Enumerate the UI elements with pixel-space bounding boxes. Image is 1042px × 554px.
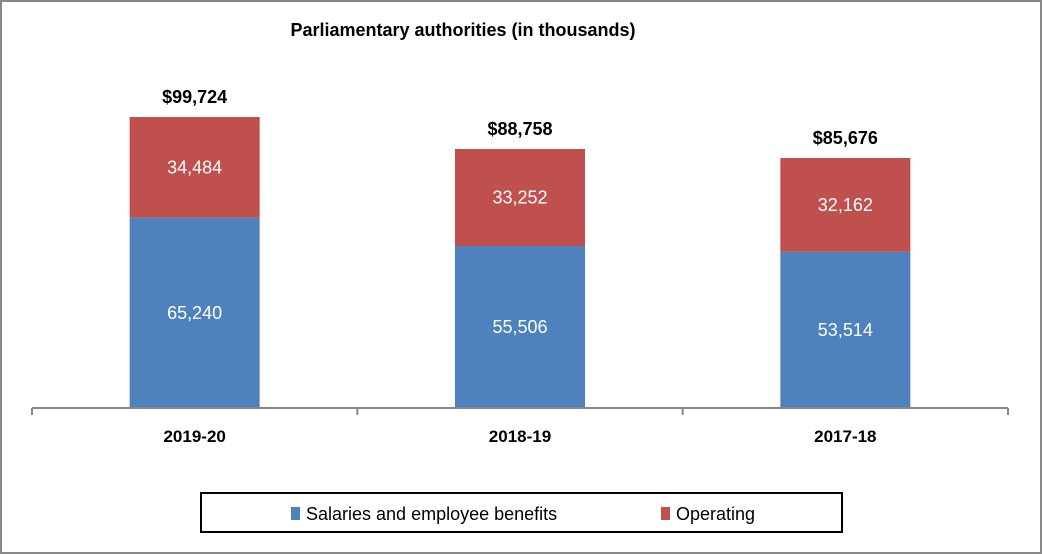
chart-title: Parliamentary authorities (in thousands) — [290, 20, 635, 40]
x-tick-label: 2019-20 — [163, 427, 225, 446]
bar-salaries-2017-18 — [780, 251, 911, 408]
data-label: 33,252 — [492, 188, 547, 208]
data-label: 53,514 — [818, 320, 873, 340]
total-label: $88,758 — [487, 119, 552, 139]
legend-swatch — [291, 507, 300, 520]
legend-label: Salaries and employee benefits — [306, 504, 557, 524]
x-tick-label: 2017-18 — [814, 427, 876, 446]
bar-salaries-2018-19 — [455, 246, 585, 408]
bar-salaries-2019-20 — [129, 217, 260, 408]
bar-operating-2017-18 — [780, 157, 911, 252]
data-label: 32,162 — [818, 195, 873, 215]
legend-swatch — [661, 507, 670, 520]
legend — [200, 492, 843, 533]
bar-operating-2019-20 — [129, 117, 260, 218]
legend-label: Operating — [676, 504, 755, 524]
total-label: $85,676 — [813, 128, 878, 148]
data-label: 65,240 — [167, 303, 222, 323]
bar-operating-2018-19 — [455, 148, 585, 247]
data-label: 34,484 — [167, 157, 222, 177]
data-label: 55,506 — [492, 317, 547, 337]
x-tick-label: 2018-19 — [489, 427, 551, 446]
total-label: $99,724 — [162, 87, 227, 107]
